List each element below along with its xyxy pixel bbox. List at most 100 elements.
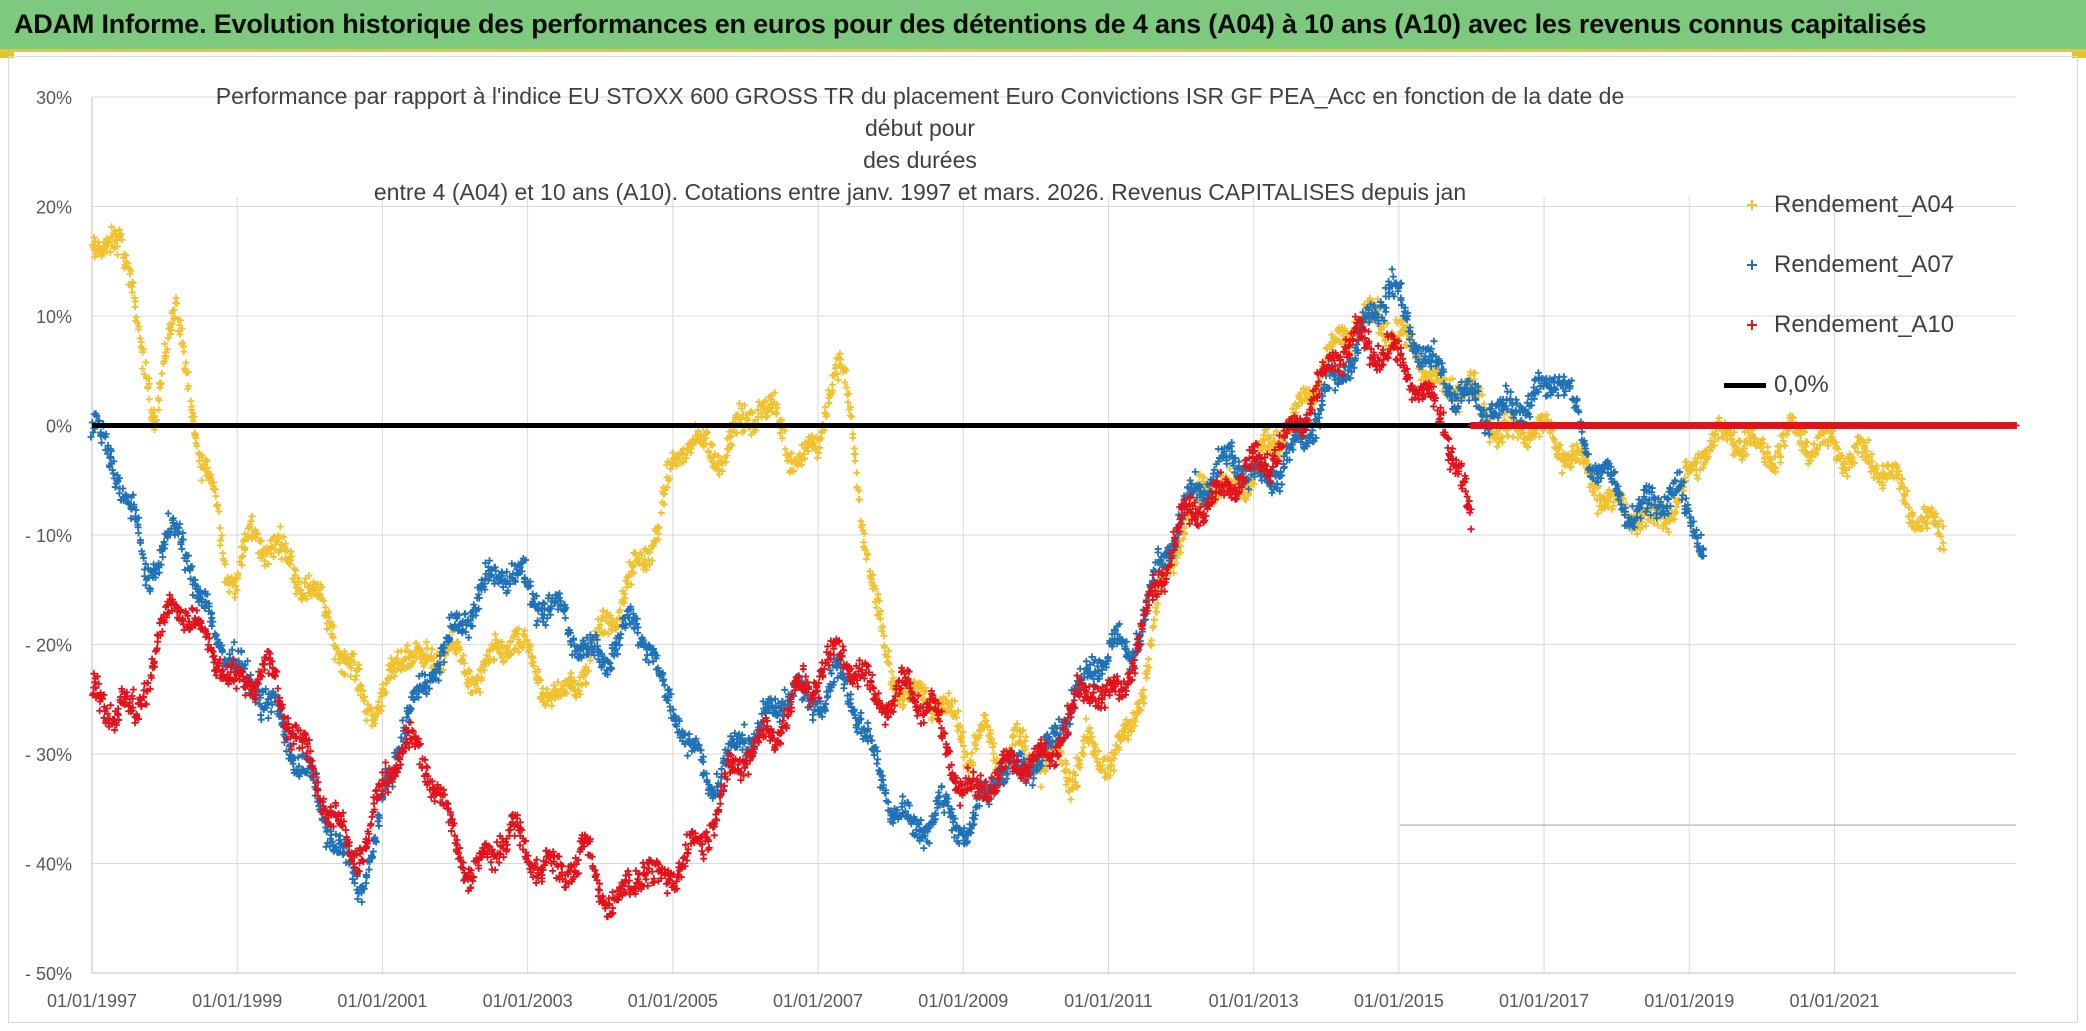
data-point [248, 512, 256, 520]
data-point [208, 622, 216, 630]
data-point [159, 553, 167, 561]
data-point [370, 716, 378, 724]
data-point [790, 467, 798, 475]
data-point [257, 537, 265, 545]
y-tick-label: 10% [36, 307, 72, 327]
data-point [474, 685, 482, 693]
data-point [360, 697, 368, 705]
data-point [280, 533, 288, 541]
data-point [137, 338, 145, 346]
y-tick-label: 20% [36, 198, 72, 218]
data-point [1147, 636, 1155, 644]
data-point [138, 365, 146, 373]
x-tick-label: 01/01/1999 [192, 991, 282, 1011]
data-point [189, 409, 197, 417]
data-point [198, 451, 206, 459]
data-point [218, 531, 226, 539]
data-point [461, 669, 469, 677]
data-point [460, 659, 468, 667]
data-point [1389, 273, 1397, 281]
data-point [851, 457, 859, 465]
data-point [134, 318, 142, 326]
data-point [207, 471, 215, 479]
data-point [888, 668, 896, 676]
data-point [458, 656, 466, 664]
data-point [1022, 733, 1030, 741]
data-point [232, 582, 240, 590]
x-tick-label: 01/01/2015 [1354, 991, 1444, 1011]
data-point [134, 325, 142, 333]
data-point [116, 226, 124, 234]
data-point [351, 676, 359, 684]
data-point [1504, 432, 1512, 440]
data-point [341, 671, 349, 679]
data-point [357, 682, 365, 690]
data-point [403, 641, 411, 649]
data-point [461, 610, 469, 618]
data-point [164, 334, 172, 342]
data-point [853, 469, 861, 477]
data-point [1079, 744, 1087, 752]
data-point [408, 660, 416, 668]
data-point [809, 716, 817, 724]
data-point [157, 379, 165, 387]
y-tick-label: - 10% [25, 526, 72, 546]
data-point [846, 412, 854, 420]
data-point [203, 457, 211, 465]
data-point [239, 552, 247, 560]
data-point [303, 595, 311, 603]
data-point [347, 664, 355, 672]
data-point [219, 549, 227, 557]
x-tick-label: 01/01/2011 [1064, 991, 1153, 1011]
data-point [178, 545, 186, 553]
data-point [375, 698, 383, 706]
data-point [539, 599, 547, 607]
data-point [212, 492, 220, 500]
data-point [301, 579, 309, 587]
data-point [259, 552, 267, 560]
report-title: ADAM Informe. Evolution historique des p… [14, 9, 1927, 39]
data-point [163, 345, 171, 353]
data-point [295, 577, 303, 585]
data-point [318, 583, 326, 591]
data-point [857, 517, 865, 525]
data-point [1037, 783, 1045, 791]
data-point [464, 679, 472, 687]
data-point [762, 413, 770, 421]
data-point [740, 720, 748, 728]
data-point [323, 619, 331, 627]
data-point [375, 822, 383, 830]
data-point [195, 457, 203, 465]
data-point [371, 719, 379, 727]
data-point [176, 330, 184, 338]
data-point [519, 630, 527, 638]
data-point [145, 395, 153, 403]
data-point [879, 622, 887, 630]
data-point [874, 755, 882, 763]
data-point [184, 382, 192, 390]
data-point [1029, 781, 1037, 789]
data-point [1153, 608, 1161, 616]
y-tick-label: 0% [46, 417, 72, 437]
data-point [320, 597, 328, 605]
data-point [352, 672, 360, 680]
data-point [1642, 522, 1650, 530]
data-point [238, 561, 246, 569]
data-point [270, 553, 278, 561]
data-point [188, 403, 196, 411]
data-point [1067, 795, 1075, 803]
data-point [412, 639, 420, 647]
data-point [848, 413, 856, 421]
data-point [634, 623, 642, 631]
data-point [161, 340, 169, 348]
data-point [486, 647, 494, 655]
data-point [168, 320, 176, 328]
data-point [190, 413, 198, 421]
data-point [335, 659, 343, 667]
data-point [275, 535, 283, 543]
data-point [452, 649, 460, 657]
data-point [118, 236, 126, 244]
data-point [193, 442, 201, 450]
data-point [968, 749, 976, 757]
